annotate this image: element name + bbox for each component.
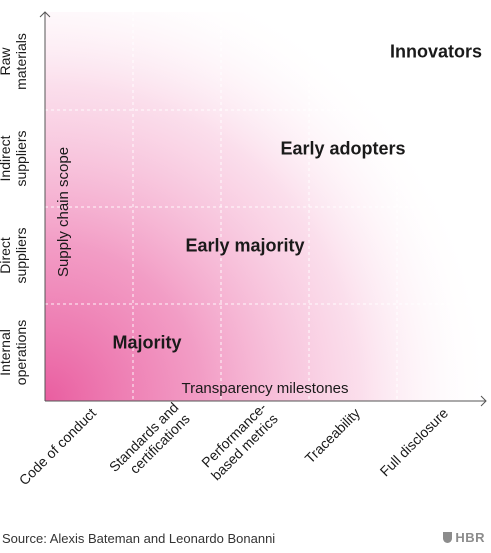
- segment-labels: Innovators Early adopters Early majority Ma…: [112, 42, 482, 353]
- x-axis-arrow: [480, 395, 487, 407]
- y-axis-label: Supply chain scope: [55, 147, 72, 277]
- segment-label: Early adopters: [280, 139, 405, 159]
- x-tick-label: Traceability: [302, 405, 364, 467]
- source-note: Source: Alexis Bateman and Leonardo Bona…: [2, 531, 276, 546]
- grid-lines: [45, 12, 486, 401]
- y-tick-label: Indirectsuppliers: [0, 130, 29, 186]
- shield-icon: [443, 532, 453, 543]
- x-axis-label: Transparency milestones: [181, 380, 348, 397]
- y-tick-label: Internaloperations: [0, 320, 29, 385]
- x-tick-label: Performance-based metrics: [197, 399, 281, 483]
- y-tick-label: Rawmaterials: [0, 33, 29, 90]
- y-tick-labels: Internaloperations Directsuppliers Indirec…: [0, 33, 29, 385]
- segment-label: Early majority: [185, 236, 304, 256]
- segment-label: Majority: [112, 333, 181, 353]
- hbr-logo: HBR: [443, 530, 485, 545]
- y-axis-arrow: [39, 11, 51, 20]
- x-tick-labels: Code of conduct Standards andcertificatio…: [16, 399, 452, 488]
- y-tick-label: Directsuppliers: [0, 227, 29, 283]
- brand-label: HBR: [455, 530, 485, 545]
- x-tick-label: Standards andcertifications: [106, 399, 193, 486]
- x-tick-label: Full disclosure: [377, 405, 452, 480]
- x-tick-label: Code of conduct: [16, 405, 99, 488]
- axes: [39, 11, 487, 407]
- segment-label: Innovators: [390, 42, 482, 62]
